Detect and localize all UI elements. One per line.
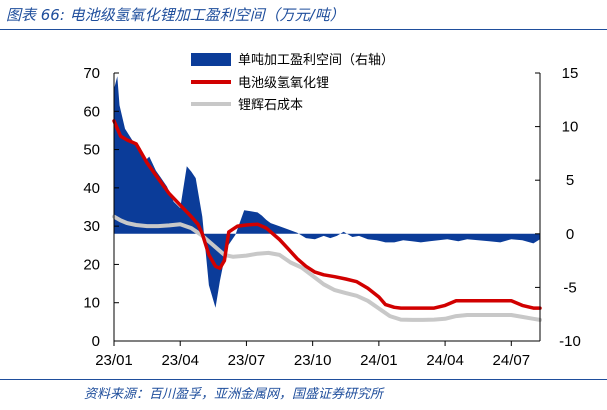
series-area-profit bbox=[114, 76, 540, 308]
x-tick-label: 24/04 bbox=[426, 352, 464, 369]
series-line-spodumene-cost bbox=[112, 214, 542, 322]
left-tick-label: 40 bbox=[83, 180, 100, 197]
x-tick-label: 23/01 bbox=[95, 352, 133, 369]
right-tick-label: -10 bbox=[559, 333, 581, 350]
left-tick-label: 20 bbox=[83, 256, 100, 273]
left-tick-label: 30 bbox=[83, 218, 100, 235]
right-tick-label: 15 bbox=[562, 65, 579, 82]
left-tick-label: 10 bbox=[83, 295, 100, 312]
legend-label-spodumene: 锂辉石成本 bbox=[238, 98, 303, 113]
right-tick-label: 10 bbox=[562, 119, 579, 136]
left-tick-label: 0 bbox=[92, 333, 100, 350]
legend-label-profit: 单吨加工盈利空间（右轴） bbox=[238, 53, 394, 68]
legend-swatch-profit bbox=[191, 53, 231, 66]
plot-area bbox=[112, 76, 542, 322]
right-tick-label: 0 bbox=[566, 226, 574, 243]
chart-title: 图表 66: 电池级氢氧化锂加工盈利空间（万元/吨） bbox=[6, 6, 345, 24]
axes bbox=[113, 73, 541, 342]
title-divider bbox=[0, 29, 607, 30]
x-tick-label: 23/07 bbox=[228, 352, 266, 369]
source-note: 资料来源：百川盈孚，亚洲金属网，国盛证券研究所 bbox=[84, 387, 384, 402]
x-tick-label: 23/04 bbox=[161, 352, 199, 369]
legend-label-lithium: 电池级氢氧化锂 bbox=[238, 76, 329, 91]
footer-divider bbox=[0, 379, 607, 380]
left-tick-label: 70 bbox=[83, 65, 100, 82]
x-tick-label: 24/07 bbox=[493, 352, 531, 369]
tick-labels: 0 10 20 30 40 50 60 70 -10 -5 0 5 10 15 23/01 23/04 23/0… bbox=[83, 65, 581, 369]
x-tick-label: 23/10 bbox=[294, 352, 332, 369]
series-line-lithium-hydroxide bbox=[112, 119, 542, 310]
left-tick-label: 60 bbox=[83, 103, 100, 120]
left-tick-label: 50 bbox=[83, 142, 100, 159]
right-tick-label: -5 bbox=[563, 279, 576, 296]
right-tick-label: 5 bbox=[566, 172, 574, 189]
x-tick-label: 24/01 bbox=[360, 352, 398, 369]
legend: 单吨加工盈利空间（右轴） 电池级氢氧化锂 锂辉石成本 bbox=[191, 53, 394, 113]
